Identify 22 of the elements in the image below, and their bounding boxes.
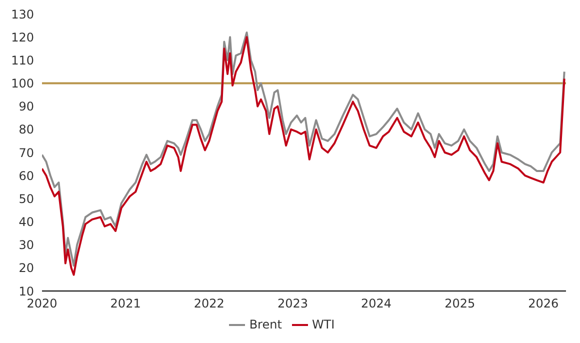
x-tick-label: 2023 <box>277 296 308 311</box>
y-tick-label: 100 <box>11 76 34 91</box>
x-tick-label: 2020 <box>26 296 58 311</box>
y-tick-label: 40 <box>18 215 34 230</box>
legend-label: WTI <box>312 317 335 332</box>
y-tick-label: 60 <box>18 168 34 183</box>
y-tick-label: 10 <box>18 284 34 298</box>
y-tick-label: 80 <box>18 122 34 137</box>
x-tick-label: 2021 <box>110 296 141 311</box>
x-tick-label: 2025 <box>444 296 476 311</box>
y-tick-label: 20 <box>18 261 34 276</box>
y-tick-label: 120 <box>11 30 34 44</box>
y-tick-label: 50 <box>18 192 34 206</box>
y-tick-label: 30 <box>18 238 34 252</box>
y-tick-label: 110 <box>11 53 34 68</box>
x-tick-label: 2026 <box>528 296 559 311</box>
x-tick-label: 2022 <box>194 296 224 311</box>
y-tick-label: 90 <box>18 100 34 114</box>
x-tick-label: 2024 <box>361 296 392 311</box>
y-tick-label: 70 <box>18 146 34 160</box>
legend-label: Brent <box>249 317 282 332</box>
y-tick-label: 130 <box>11 7 34 22</box>
